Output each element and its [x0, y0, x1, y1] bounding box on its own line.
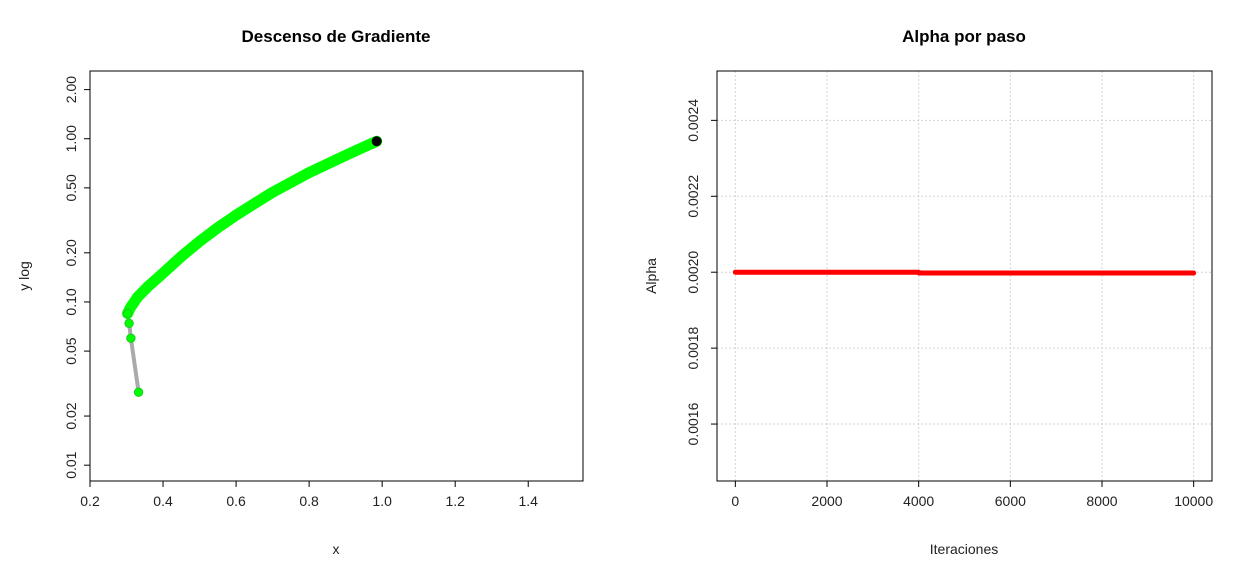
chart1-x-tick-label: 0.2 — [80, 493, 100, 509]
chart1-descent-point — [126, 333, 136, 343]
chart2-y-tick-label: 0.0018 — [685, 327, 701, 370]
chart1-y-label: y log — [16, 261, 32, 291]
chart1-x-tick-label: 1.4 — [518, 493, 538, 509]
chart2-y-tick-label: 0.0016 — [685, 402, 701, 445]
chart1-x-tick-label: 0.6 — [226, 493, 246, 509]
chart2-alpha-series-line — [732, 269, 1197, 276]
gradient-descent-chart: Descenso de Gradiente 0.2 0.4 0.6 0.8 1.0 1.2… — [16, 27, 584, 557]
chart2-y-label: Alpha — [643, 258, 659, 294]
chart1-y-axis: 0.01 0.02 0.05 0.10 0.20 0.50 1.00 2.00 — [63, 76, 90, 479]
chart1-x-axis: 0.2 0.4 0.6 0.8 1.0 1.2 1.4 — [80, 481, 538, 509]
chart1-plot-frame — [89, 70, 584, 482]
chart1-y-tick-label: 0.02 — [63, 402, 79, 429]
chart1-y-tick-label: 0.20 — [63, 239, 79, 266]
chart1-x-tick-label: 1.0 — [372, 493, 392, 509]
chart2-x-tick-label: 6000 — [995, 493, 1026, 509]
chart2-x-axis: 0 2000 4000 6000 8000 10000 — [731, 481, 1213, 509]
chart2-y-tick-label: 0.0020 — [685, 251, 701, 294]
chart2-x-tick-label: 4000 — [903, 493, 934, 509]
chart1-x-label: x — [333, 541, 340, 557]
chart1-descent-point — [122, 308, 133, 319]
chart1-descent-point — [124, 318, 134, 329]
chart2-title: Alpha por paso — [902, 27, 1026, 46]
chart1-y-tick-label: 1.00 — [63, 125, 79, 152]
alpha-per-step-chart: Alpha por paso 0 2000 4000 6000 8000 10000 0.… — [643, 27, 1213, 557]
chart1-points — [122, 135, 383, 397]
chart2-plot-frame — [716, 70, 1213, 482]
chart2-grid — [717, 71, 1212, 481]
chart2-x-tick-label: 0 — [731, 493, 739, 509]
chart1-x-tick-label: 1.2 — [445, 493, 465, 509]
chart2-line — [732, 269, 1197, 276]
chart1-y-tick-label: 2.00 — [63, 76, 79, 103]
chart1-start-point — [371, 136, 382, 147]
chart1-descent-points-trail — [122, 135, 383, 319]
chart1-y-tick-label: 0.50 — [63, 174, 79, 201]
chart2-y-tick-label: 0.0024 — [685, 99, 701, 142]
chart2-y-tick-label: 0.0022 — [685, 175, 701, 218]
chart1-y-tick-label: 0.05 — [63, 337, 79, 364]
chart1-y-tick-label: 0.10 — [63, 288, 79, 315]
chart1-descent-point — [133, 387, 144, 397]
chart1-title: Descenso de Gradiente — [242, 27, 431, 46]
chart1-x-tick-label: 0.8 — [299, 493, 319, 509]
chart2-x-tick-label: 2000 — [811, 493, 842, 509]
chart1-y-tick-label: 0.01 — [63, 451, 79, 478]
chart1-x-tick-label: 0.4 — [153, 493, 173, 509]
chart2-x-tick-label: 8000 — [1086, 493, 1117, 509]
chart2-y-axis: 0.0016 0.0018 0.0020 0.0022 0.0024 — [685, 99, 717, 445]
chart2-x-tick-label: 10000 — [1174, 493, 1213, 509]
chart2-x-label: Iteraciones — [930, 541, 998, 557]
